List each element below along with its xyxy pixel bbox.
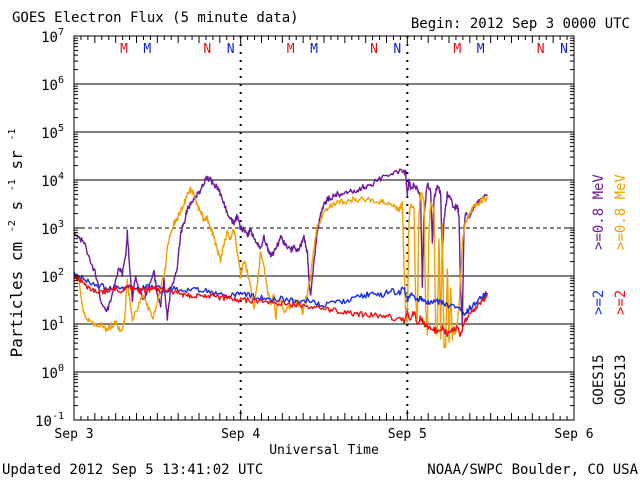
x-tick-labels: Sep 3 Sep 4 Sep 5 Sep 6 [54,427,593,442]
noon-marker-n: N [203,42,211,57]
legend-goes13-gt2: >=2 [613,290,629,315]
begin-time-label: Begin: 2012 Sep 3 0000 UTC [411,16,630,32]
noon-marker-n: N [227,42,235,57]
noon-marker-n: N [370,42,378,57]
y-tick-label: 104 [41,171,64,190]
noon-marker-m: M [477,42,485,57]
y-axis-unit-sr: sr [7,150,26,170]
series-line-3 [73,274,488,338]
updated-timestamp: Updated 2012 Sep 5 13:41:02 UTC [2,462,263,478]
noon-marker-m: M [310,42,318,57]
noon-marker-m: M [453,42,461,57]
y-axis-sup-3: -1 [7,129,18,141]
y-tick-exponent: 6 [58,75,64,86]
y-tick-base: 10 [41,222,58,238]
y-axis-sup-2: -1 [7,179,18,191]
y-tick-label: 100 [41,363,64,382]
y-tick-base: 10 [41,126,58,142]
data-series [73,168,488,349]
legend-goes15-label: GOES15 [591,354,607,405]
legend-goes13-label: GOES13 [613,354,629,405]
y-tick-label: 106 [41,75,64,94]
y-tick-base: 10 [35,414,52,430]
x-tick-label: Sep 4 [221,427,260,442]
x-tick-label: Sep 6 [554,427,593,442]
x-tick-label: Sep 5 [388,427,427,442]
y-tick-label: 105 [41,123,64,142]
y-tick-label: 102 [41,267,64,286]
x-axis-label: Universal Time [269,443,379,458]
y-tick-base: 10 [41,366,58,382]
noon-marker-m: M [120,42,128,57]
y-tick-base: 10 [41,174,58,190]
y-axis-unit-s: s [7,201,26,211]
credit-label: NOAA/SWPC Boulder, CO USA [427,462,638,478]
y-tick-label: 103 [41,219,64,238]
y-axis-sup-1: -2 [7,220,18,232]
noon-marker-m: M [143,42,151,57]
legend-goes13-gt08: >=0.8 MeV [613,174,629,250]
noon-marker-n: N [393,42,401,57]
axis-ticks [73,36,575,421]
y-axis-label: Particles cm -2 s -1 sr -1 [0,129,26,358]
legend-goes15-gt08: >=0.8 MeV [591,174,607,250]
gridlines [74,83,574,373]
y-tick-base: 10 [41,270,58,286]
y-tick-label: 10-1 [35,411,64,430]
x-tick-label: Sep 3 [54,427,93,442]
legend-goes15-gt2: >=2 [591,290,607,315]
y-axis-label-prefix: Particles cm [7,242,26,358]
noon-marker-n: N [537,42,545,57]
y-tick-exponent: 0 [58,363,64,374]
y-tick-exponent: 3 [58,219,64,230]
y-tick-base: 10 [41,30,58,46]
noon-marker-m: M [287,42,295,57]
y-tick-exponent: 7 [58,27,64,38]
chart-title: GOES Electron Flux (5 minute data) [12,10,299,26]
y-tick-exponent: 5 [58,123,64,134]
noon-marker-n: N [560,42,568,57]
y-tick-base: 10 [41,318,58,334]
y-tick-exponent: 2 [58,267,64,278]
y-tick-exponent: 4 [58,171,64,182]
y-tick-exponent: -1 [52,411,64,422]
y-tick-label: 101 [41,315,64,334]
y-tick-label: 107 [41,27,64,46]
y-tick-exponent: 1 [58,315,64,326]
y-tick-base: 10 [41,78,58,94]
